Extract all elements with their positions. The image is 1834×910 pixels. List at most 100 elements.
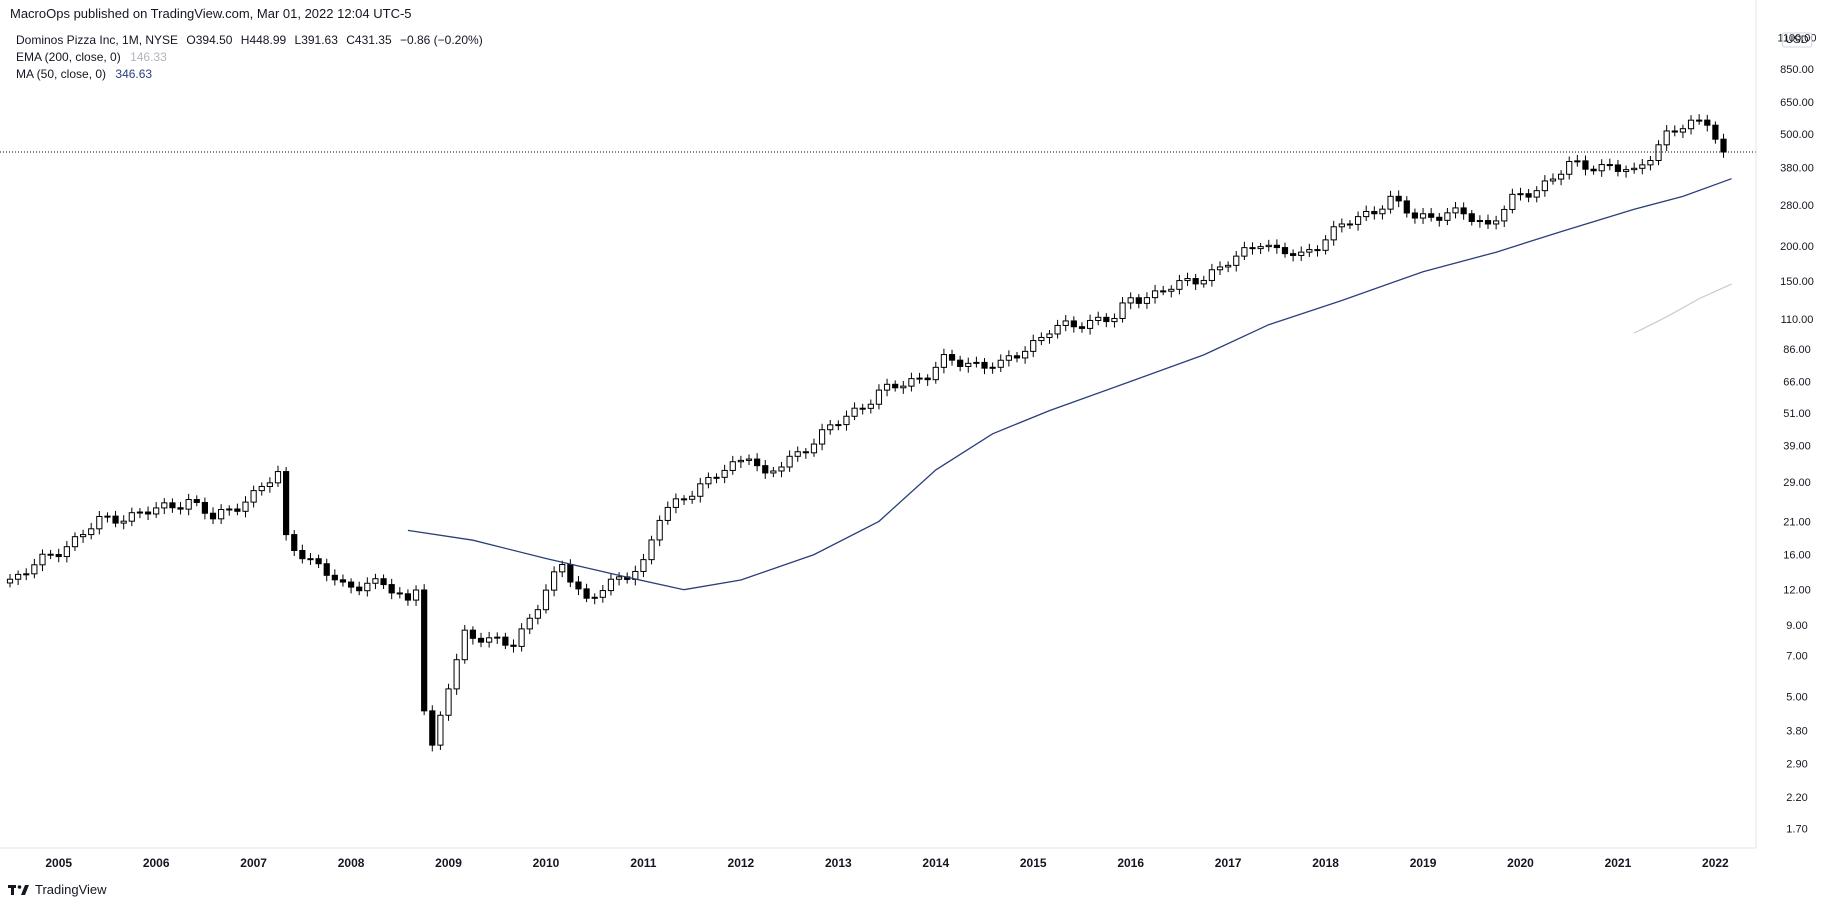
time-tick-label: 2018 xyxy=(1312,856,1339,870)
legend-symbol-row[interactable]: Dominos Pizza Inc, 1M, NYSE O394.50 H448… xyxy=(16,32,483,49)
price-tick-label: 280.00 xyxy=(1780,200,1814,212)
candle xyxy=(63,546,70,558)
candle xyxy=(859,407,866,410)
price-tick-label: 500.00 xyxy=(1780,129,1814,141)
price-tick-label: 7.00 xyxy=(1786,651,1807,663)
published-by-line: MacroOps published on TradingView.com, M… xyxy=(10,6,412,21)
candle xyxy=(445,688,452,716)
candle xyxy=(31,564,38,575)
candle xyxy=(1151,290,1159,299)
price-tick-label: 39.00 xyxy=(1783,441,1811,453)
candle xyxy=(851,407,858,417)
price-chart[interactable]: 1100.00 850.00 650.00 500.00 380.00 280.00 200… xyxy=(0,0,1834,880)
candle xyxy=(924,377,931,381)
tradingview-brand[interactable]: TradingView xyxy=(8,882,107,897)
legend-close: C431.35 xyxy=(346,33,392,47)
candle xyxy=(161,502,168,509)
candle xyxy=(1216,266,1224,271)
candle xyxy=(1574,160,1581,163)
candle xyxy=(1395,195,1402,202)
candle xyxy=(1095,316,1102,321)
price-tick-label: 200.00 xyxy=(1780,241,1814,253)
candle xyxy=(745,458,753,461)
candle xyxy=(1208,269,1215,281)
candle xyxy=(1119,302,1126,319)
plot-area[interactable] xyxy=(0,114,1756,752)
candle xyxy=(989,366,996,369)
legend-ema-row[interactable]: EMA (200, close, 0) 146.33 xyxy=(16,49,483,66)
candle xyxy=(697,483,704,497)
candle xyxy=(1566,160,1573,175)
time-tick-label: 2005 xyxy=(45,856,72,870)
candle xyxy=(1086,319,1094,329)
candle xyxy=(331,574,338,581)
time-axis[interactable]: 2005 2006 2007 2008 2009 2010 2011 2012 2013 2014… xyxy=(0,847,1756,870)
candle xyxy=(1054,324,1061,335)
legend-ema-value: 146.33 xyxy=(130,50,167,64)
candle xyxy=(1135,297,1142,304)
candle xyxy=(307,558,314,561)
time-tick-label: 2010 xyxy=(533,856,560,870)
candle xyxy=(1354,216,1362,225)
candle xyxy=(705,476,712,485)
candle xyxy=(575,581,582,590)
candle xyxy=(1160,290,1167,293)
candle xyxy=(818,429,826,445)
price-tick-label: 29.00 xyxy=(1783,477,1811,489)
candle xyxy=(1582,160,1589,170)
price-tick-label: 1.70 xyxy=(1786,824,1807,836)
candle xyxy=(802,451,809,454)
legend-change: −0.86 (−0.20%) xyxy=(399,33,483,47)
candle xyxy=(1022,350,1029,359)
candle xyxy=(1200,279,1207,285)
candle xyxy=(79,534,87,538)
candle xyxy=(250,490,257,503)
candle xyxy=(283,471,290,536)
candle xyxy=(1379,208,1386,215)
candle xyxy=(518,628,525,647)
candle xyxy=(55,554,62,558)
candle xyxy=(242,501,249,512)
candle xyxy=(404,593,412,601)
candle xyxy=(494,636,501,639)
candle xyxy=(1687,119,1695,130)
candle xyxy=(1298,251,1305,256)
time-tick-label: 2017 xyxy=(1215,856,1242,870)
candle xyxy=(421,589,428,712)
candle xyxy=(1509,193,1516,210)
candle xyxy=(323,563,330,576)
candle xyxy=(169,502,176,509)
candle xyxy=(1078,326,1086,329)
candle xyxy=(347,581,355,588)
candle xyxy=(1460,207,1467,215)
candle xyxy=(1476,220,1483,223)
tradingview-logo-icon xyxy=(8,884,29,895)
candle xyxy=(364,582,371,592)
candle xyxy=(1038,336,1045,342)
candle xyxy=(1322,239,1329,251)
candle xyxy=(477,637,485,643)
candle xyxy=(607,578,615,592)
legend-symbol[interactable]: Dominos Pizza Inc, 1M, NYSE xyxy=(16,33,179,47)
candle xyxy=(193,499,200,503)
candle xyxy=(1484,220,1492,225)
time-tick-label: 2007 xyxy=(240,856,267,870)
candle xyxy=(1030,340,1037,352)
price-tick-label: 110.00 xyxy=(1781,314,1814,326)
candle xyxy=(875,389,883,405)
candle xyxy=(96,515,103,530)
candle xyxy=(234,508,241,512)
legend-ma-row[interactable]: MA (50, close, 0) 346.63 xyxy=(16,66,483,83)
candle xyxy=(1590,168,1597,172)
candle xyxy=(1452,207,1459,214)
candle xyxy=(721,469,728,478)
candle xyxy=(534,609,541,619)
price-tick-label: 21.00 xyxy=(1783,516,1811,528)
candle xyxy=(599,590,606,598)
price-axis[interactable]: 1100.00 850.00 650.00 500.00 380.00 280.00 200… xyxy=(1755,0,1816,848)
candle xyxy=(1614,164,1622,172)
candle xyxy=(1290,253,1297,256)
currency-badge[interactable] xyxy=(1781,32,1813,48)
candle xyxy=(965,362,972,367)
candle xyxy=(794,451,801,457)
